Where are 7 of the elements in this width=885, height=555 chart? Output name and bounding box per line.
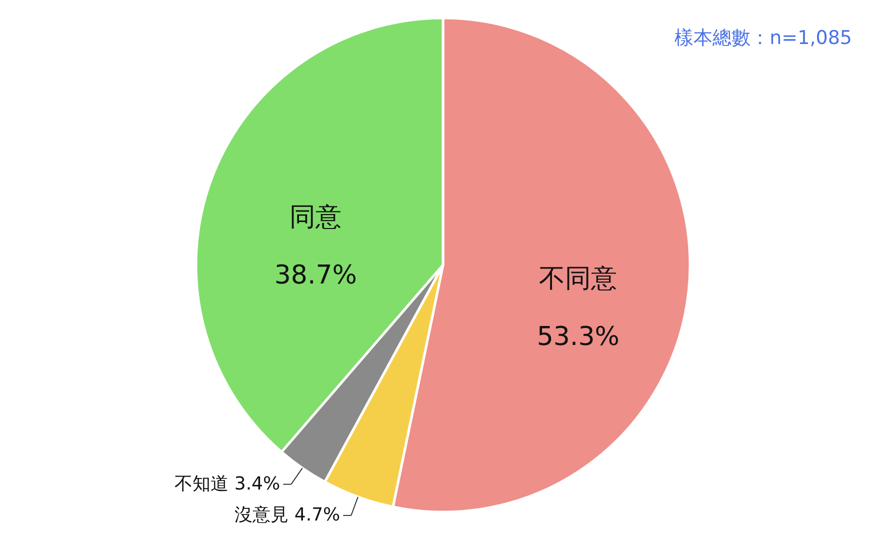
data-label: 53.3% [536,322,620,352]
text: 樣本總數：n=1,085 [674,27,852,49]
data-label: 38.7% [274,260,357,291]
slice-label: 不同意 [539,264,618,294]
slice-label: 不知道 3.4% [174,473,280,494]
slice-label: 同意 [290,202,342,233]
slice-label: 沒意見 4.7% [234,504,340,526]
